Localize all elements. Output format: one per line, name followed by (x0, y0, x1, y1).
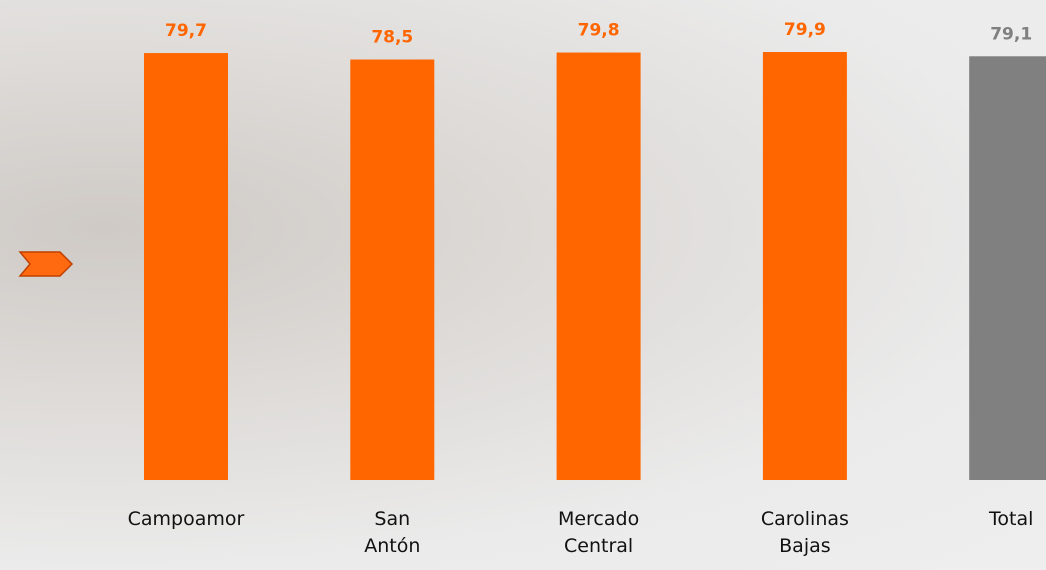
category-label: Campoamor (101, 506, 271, 533)
value-label: 79,1 (990, 24, 1032, 44)
value-label: 79,9 (784, 20, 826, 40)
chart: 79,7 78,5 79,8 79,9 79,1 (0, 0, 1046, 570)
value-label: 79,8 (578, 21, 620, 41)
category-label: Total (926, 506, 1046, 533)
value-label: 78,5 (371, 27, 413, 47)
category-label: San Antón (307, 506, 477, 560)
bar (763, 52, 847, 480)
category-label: Mercado Central (514, 506, 684, 560)
bar (144, 53, 228, 480)
category-label: Carolinas Bajas (720, 506, 890, 560)
arrow-icon (20, 252, 72, 276)
page: 79,778,579,879,979,1 (() => { const data… (0, 0, 1046, 570)
value-label: 79,7 (165, 21, 207, 41)
bar (969, 56, 1046, 480)
bar (557, 53, 641, 480)
bar (350, 59, 434, 480)
